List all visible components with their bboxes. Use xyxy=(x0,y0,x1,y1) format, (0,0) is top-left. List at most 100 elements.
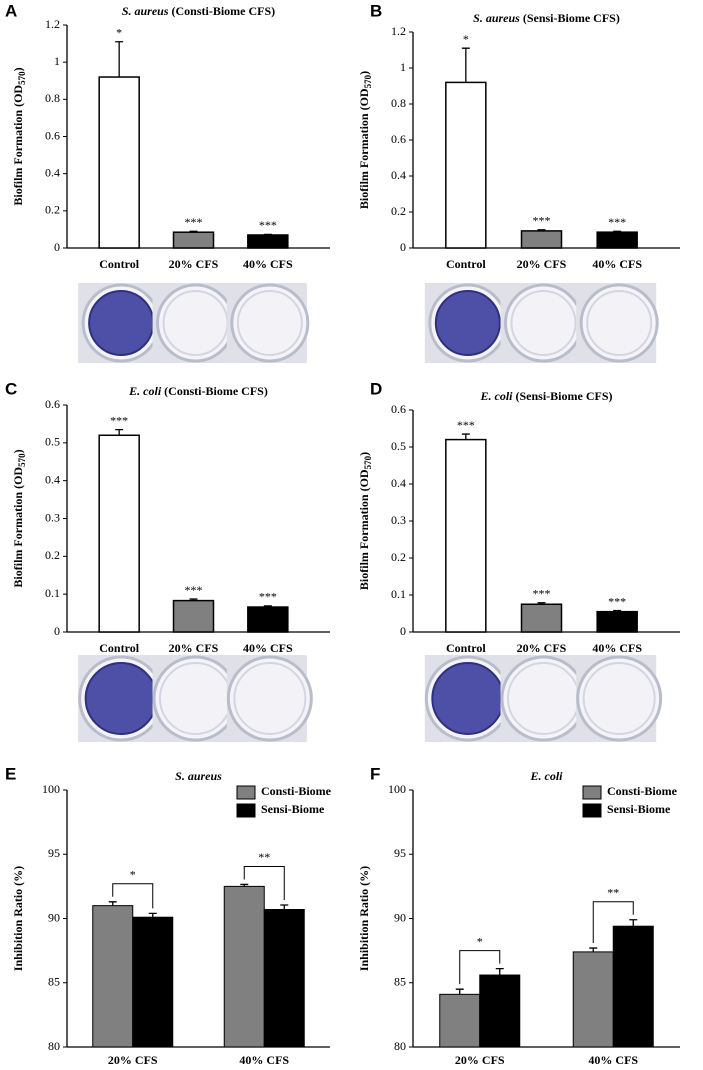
y-tick-label: 0.1 xyxy=(391,587,406,601)
y-tick-label: 0.6 xyxy=(45,128,60,142)
x-tick-label: 40% CFS xyxy=(592,641,642,655)
y-tick-label: 0.6 xyxy=(45,397,60,411)
well-stain xyxy=(84,662,158,735)
significance: * xyxy=(477,934,483,948)
bar xyxy=(596,610,638,633)
error-bar xyxy=(240,883,249,887)
y-tick-label: 1 xyxy=(400,60,406,74)
y-tick-label: 0.5 xyxy=(391,439,406,453)
legend-swatch xyxy=(236,803,256,818)
significance: *** xyxy=(185,215,203,229)
title-rest: (Consti-Biome CFS) xyxy=(164,384,268,398)
x-tick-label: Control xyxy=(99,257,139,271)
error-bar xyxy=(461,47,470,83)
significance: *** xyxy=(608,215,626,229)
bar xyxy=(132,916,174,1048)
well-stain xyxy=(162,290,229,356)
y-axis-label-part: Biofilm Formation (OD xyxy=(11,467,25,588)
y-tick-label: 0.6 xyxy=(391,132,406,146)
legend-label: Sensi-Biome xyxy=(261,802,325,816)
x-tick-label: 40% CFS xyxy=(239,1053,289,1067)
error-bar xyxy=(455,988,464,995)
significance: * xyxy=(116,25,122,39)
y-tick-label: 80 xyxy=(48,1039,60,1053)
y-tick-label: 0 xyxy=(54,240,60,254)
y-axis-label-part: ) xyxy=(11,67,25,71)
significance-bracket xyxy=(243,865,285,901)
y-tick-label: 0.4 xyxy=(391,476,406,490)
x-tick-label: 20% CFS xyxy=(108,1053,158,1067)
title-rest: (Sensi-Biome CFS) xyxy=(523,11,620,25)
x-tick-label: 20% CFS xyxy=(517,641,567,655)
chart-title: E. coli (Sensi-Biome CFS) xyxy=(480,389,613,403)
panel-letter: E xyxy=(5,764,16,783)
y-tick-label: 100 xyxy=(388,782,406,796)
x-tick-label: 20% CFS xyxy=(169,257,219,271)
bar xyxy=(520,603,563,633)
significance: *** xyxy=(185,583,203,597)
x-tick-label: 40% CFS xyxy=(243,641,293,655)
well-stain xyxy=(582,662,656,735)
significance: *** xyxy=(608,594,626,608)
x-tick-label: 40% CFS xyxy=(243,257,293,271)
significance: *** xyxy=(457,418,475,432)
x-tick-label: Control xyxy=(446,257,486,271)
y-axis-label: Biofilm Formation (OD570) xyxy=(11,67,27,205)
panel-letter: B xyxy=(370,1,382,20)
bar xyxy=(92,905,134,1048)
title-rest: (Sensi-Biome CFS) xyxy=(516,389,613,403)
y-tick-label: 0.2 xyxy=(45,548,60,562)
y-axis-label: Inhibition Ratio (%) xyxy=(11,866,25,971)
y-axis-label-part: 570 xyxy=(17,453,27,467)
y-tick-label: 85 xyxy=(394,975,406,989)
title-species: S. aureus xyxy=(473,11,520,25)
y-tick-label: 0 xyxy=(400,240,406,254)
x-tick-label: Control xyxy=(446,641,486,655)
significance: *** xyxy=(259,218,277,232)
well-stain xyxy=(431,662,505,735)
well-stain xyxy=(507,662,580,735)
x-tick-label: 20% CFS xyxy=(169,641,219,655)
error-bar xyxy=(613,230,622,233)
significance-bracket xyxy=(459,950,501,985)
bar xyxy=(445,438,487,633)
well-stain xyxy=(510,290,577,356)
title-species: E. coli xyxy=(128,384,162,398)
title-species: S. aureus xyxy=(175,769,222,783)
significance: * xyxy=(130,868,136,882)
error-bar xyxy=(495,967,504,976)
y-tick-label: 0.4 xyxy=(45,472,60,486)
error-bar xyxy=(263,233,272,236)
y-tick-label: 0.2 xyxy=(45,203,60,217)
error-bar xyxy=(115,41,124,78)
bar xyxy=(263,909,305,1048)
legend-swatch xyxy=(582,803,602,818)
chart-title: S. aureus (Sensi-Biome CFS) xyxy=(473,11,620,25)
y-tick-label: 0.8 xyxy=(391,96,406,110)
significance: ** xyxy=(258,850,270,864)
bar xyxy=(572,951,614,1048)
significance-bracket xyxy=(592,901,634,944)
error-bar xyxy=(537,229,546,231)
bar xyxy=(98,76,140,249)
panel-letter: A xyxy=(5,1,17,20)
significance: *** xyxy=(259,590,277,604)
well-stain xyxy=(233,662,307,735)
panel-letter: C xyxy=(5,379,17,398)
well-stain xyxy=(236,290,303,356)
y-tick-label: 85 xyxy=(48,975,60,989)
error-bar xyxy=(280,904,289,910)
bar xyxy=(247,234,289,249)
chart-title: E. coli (Consti-Biome CFS) xyxy=(128,384,268,398)
y-tick-label: 95 xyxy=(48,846,60,860)
y-tick-label: 0.2 xyxy=(391,204,406,218)
title-rest: (Consti-Biome CFS) xyxy=(172,4,276,18)
y-axis-label-part: ) xyxy=(11,449,25,453)
y-tick-label: 1.2 xyxy=(45,17,60,31)
error-bar xyxy=(537,602,546,605)
error-bar xyxy=(263,605,272,608)
well-stain xyxy=(159,662,232,735)
y-axis-label-part: ) xyxy=(357,71,371,75)
error-bar xyxy=(189,598,198,601)
